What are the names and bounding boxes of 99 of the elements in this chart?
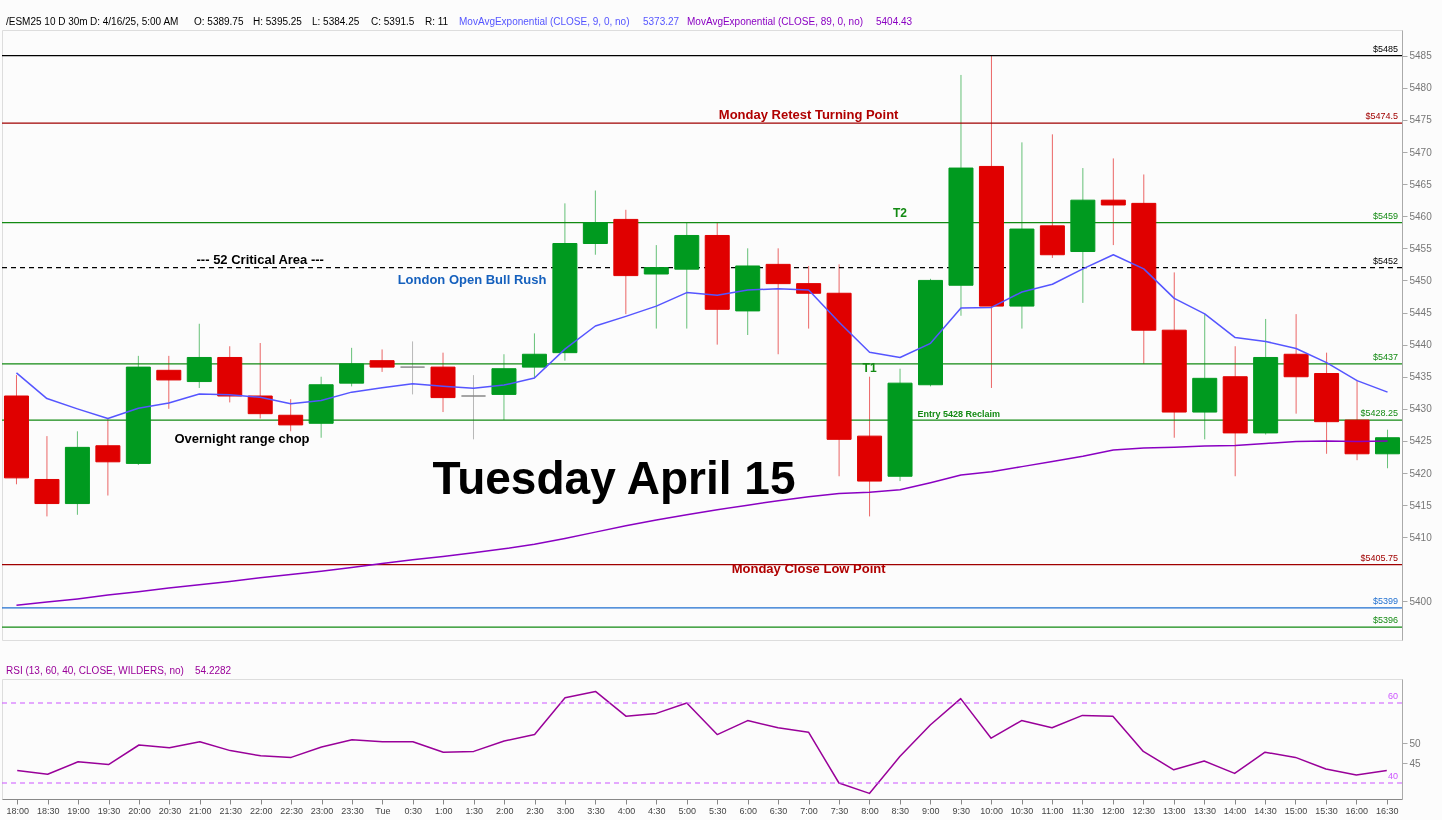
y-tick-label: 5420 [1409, 467, 1433, 479]
x-tick-label: 10:00 [980, 805, 1003, 816]
y-tick-label: 5425 [1409, 435, 1433, 447]
ref-line-label: $5396 [1372, 615, 1398, 626]
text: MovAvgExponential (CLOSE, 89, 0, no) [687, 16, 864, 27]
y-tick-label: 50 [1409, 737, 1422, 749]
x-tick-label: 5:30 [708, 805, 727, 816]
x-tick-label: 21:30 [219, 805, 243, 816]
ref-line-label: $5459 [1372, 210, 1398, 221]
line-series [16, 690, 1388, 795]
annotation: T2 [893, 205, 908, 220]
x-tick-label: 7:30 [830, 805, 849, 816]
x-tick-label: 9:00 [922, 805, 940, 816]
x-tick-label: 19:00 [67, 805, 90, 816]
x-tick-label: 12:00 [1102, 805, 1125, 816]
x-tick-label: 4:30 [648, 805, 666, 816]
text: 5373.27 [643, 16, 680, 27]
x-tick-label: 16:00 [1345, 805, 1369, 816]
ref-line-label: $5399 [1372, 595, 1398, 606]
x-tick-label: 14:00 [1223, 805, 1247, 816]
x-tick-label: 15:00 [1284, 805, 1308, 816]
y-tick-label: 5415 [1409, 499, 1433, 511]
annotation: Entry 5428 Reclaim [917, 409, 1001, 420]
x-tick-label: 1:00 [435, 805, 453, 816]
x-tick-label: 22:30 [280, 805, 303, 816]
text: /ESM25 10 D 30m [6, 16, 88, 27]
text: R: 11 [425, 16, 449, 27]
x-tick-label: 18:00 [6, 805, 29, 816]
ref-line-label: $5428.25 [1360, 408, 1398, 419]
y-tick-label: 5460 [1409, 210, 1433, 222]
ref-line-label: $5474.5 [1365, 111, 1398, 122]
x-tick-label: 15:30 [1315, 805, 1338, 816]
text: 5404.43 [876, 16, 913, 27]
x-tick-label: 23:30 [341, 805, 364, 816]
x-tick-label: 9:30 [952, 805, 970, 816]
x-tick-label: 19:30 [97, 805, 121, 816]
x-tick-label: 2:30 [526, 805, 544, 816]
y-tick-label: 5400 [1409, 595, 1433, 607]
x-tick-label: 8:00 [861, 805, 879, 816]
x-tick-label: 0:30 [404, 805, 423, 816]
text: MovAvgExponential (CLOSE, 9, 0, no) [459, 16, 630, 27]
y-tick-label: 5485 [1409, 50, 1433, 62]
y-tick-label: 5435 [1409, 371, 1433, 383]
x-tick-label: Tue [375, 805, 391, 816]
annotation: Tuesday April 15 [432, 452, 796, 504]
x-tick-label: 13:00 [1162, 805, 1186, 816]
x-tick-label: 21:00 [189, 805, 212, 816]
y-tick-label: 5445 [1409, 307, 1433, 319]
x-tick-label: 1:30 [465, 805, 483, 816]
annotation: Overnight range chop [174, 431, 310, 446]
x-tick-label: 6:30 [769, 805, 788, 816]
y-tick-label: 5465 [1409, 178, 1433, 190]
x-tick-label: 13:30 [1193, 805, 1216, 816]
x-tick-label: 16:30 [1376, 805, 1399, 816]
ref-line-label: $5437 [1372, 351, 1398, 362]
x-tick-label: 11:00 [1041, 805, 1064, 816]
ref-line-label: $5485 [1372, 43, 1398, 54]
x-tick-label: 12:30 [1132, 805, 1156, 816]
text: C: 5391.5 [371, 16, 415, 27]
text: D: 4/16/25, 5:00 AM [90, 16, 179, 27]
y-tick-label: 5450 [1409, 274, 1433, 286]
annotation: Monday Retest Turning Point [718, 107, 900, 123]
x-tick-label: 7:00 [800, 805, 818, 816]
x-tick-label: 3:00 [556, 805, 575, 816]
text: H: 5395.25 [253, 16, 303, 27]
ref-line-label: $5405.75 [1360, 552, 1398, 563]
text: L: 5384.25 [312, 16, 360, 27]
annotation: T1 [862, 360, 877, 375]
x-tick-label: 5:00 [678, 805, 697, 816]
x-tick-label: 8:30 [891, 805, 910, 816]
y-tick-label: 5410 [1409, 531, 1433, 543]
y-tick-label: 45 [1409, 757, 1422, 769]
x-tick-label: 11:30 [1072, 805, 1094, 816]
ref-line-label: 40 [1387, 771, 1398, 781]
y-tick-label: 5440 [1409, 339, 1433, 351]
annotation: Monday Close Low Point [731, 560, 887, 576]
x-tick-label: 3:30 [587, 805, 605, 816]
x-tick-label: 18:30 [36, 805, 60, 816]
text: RSI (13, 60, 40, CLOSE, WILDERS, no) [6, 665, 184, 676]
y-tick-label: 5455 [1409, 242, 1433, 254]
x-tick-label: 6:00 [739, 805, 757, 816]
text: O: 5389.75 [194, 16, 244, 27]
x-tick-label: 20:30 [158, 805, 182, 816]
y-tick-label: 5470 [1409, 146, 1433, 158]
x-tick-label: 14:30 [1254, 805, 1277, 816]
annotation: --- 52 Critical Area --- [196, 251, 324, 267]
x-tick-label: 22:00 [249, 805, 273, 816]
ref-line-label: 60 [1387, 691, 1398, 701]
x-tick-label: 10:30 [1010, 805, 1034, 816]
x-tick-label: 4:00 [617, 805, 636, 816]
y-tick-label: 5480 [1409, 82, 1433, 94]
y-tick-label: 5430 [1409, 403, 1433, 415]
x-tick-label: 23:00 [310, 805, 334, 816]
text: 54.2282 [195, 665, 232, 676]
x-tick-label: 20:00 [128, 805, 151, 816]
annotation: London Open Bull Rush [397, 272, 547, 287]
ref-line-label: $5452 [1372, 255, 1398, 266]
x-tick-label: 2:00 [495, 805, 514, 816]
y-tick-label: 5475 [1409, 114, 1433, 126]
